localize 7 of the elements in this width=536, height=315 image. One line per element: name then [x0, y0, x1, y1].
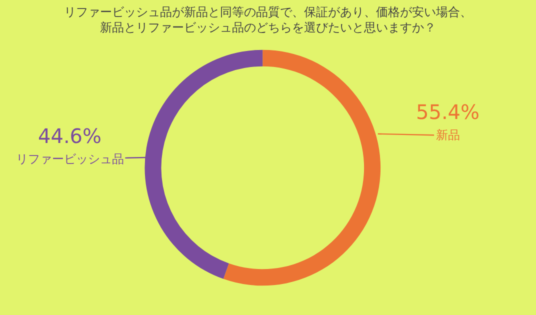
data-label: 44.6%: [38, 124, 102, 148]
slice-label: 新品: [436, 128, 460, 142]
chart-title: リファービッシュ品が新品と同等の品質で、保証があり、価格が安い場合、: [64, 4, 472, 19]
donut-slice: [223, 50, 381, 286]
slice-label: リファービッシュ品: [16, 152, 124, 166]
chart-subtitle: 新品とリファービッシュ品のどちらを選びたいと思いますか？: [100, 20, 436, 34]
data-label: 55.4%: [416, 100, 480, 124]
